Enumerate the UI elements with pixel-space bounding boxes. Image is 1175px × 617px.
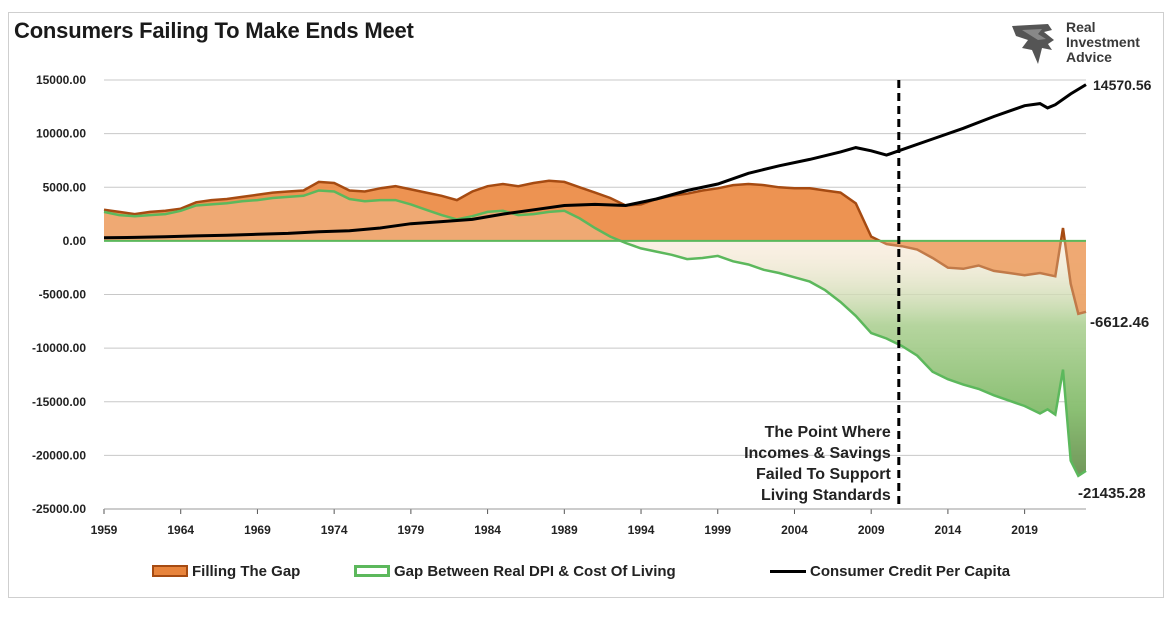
end-label-credit: 14570.56 [1093, 77, 1152, 93]
legend-label-gap: Gap Between Real DPI & Cost Of Living [394, 562, 676, 580]
x-tick-label: 2009 [858, 523, 885, 537]
x-tick-label: 2014 [935, 523, 962, 537]
filling-area [104, 180, 1086, 314]
legend-swatch-green [354, 565, 390, 577]
event-text-line: Failed To Support [756, 466, 891, 483]
brand-logo-icon [1012, 24, 1054, 64]
legend-item-gap: Gap Between Real DPI & Cost Of Living [354, 560, 676, 582]
chart-title: Consumers Failing To Make Ends Meet [14, 18, 414, 43]
y-tick-label: 5000.00 [43, 180, 87, 194]
y-tick-label: 15000.00 [36, 73, 86, 87]
gap-outline [103, 189, 1087, 478]
x-tick-label: 1989 [551, 523, 578, 537]
legend-label-credit: Consumer Credit Per Capita [810, 562, 1011, 580]
legend-item-filling: Filling The Gap [152, 560, 300, 582]
x-tick-label: 2004 [781, 523, 808, 537]
y-tick-label: -5000.00 [39, 288, 87, 302]
credit-line [103, 83, 1087, 240]
legend-swatch-orange [152, 565, 188, 577]
gap-area [104, 190, 1086, 476]
x-tick-label: 2019 [1011, 523, 1038, 537]
legend-item-credit: Consumer Credit Per Capita [770, 560, 1010, 582]
end-label-filling: -6612.46 [1090, 314, 1149, 331]
event-text-line: Incomes & Savings [744, 445, 891, 462]
gap-overlay [104, 190, 1086, 476]
brand-line-1: Real [1066, 19, 1096, 35]
y-tick-label: 10000.00 [36, 127, 86, 141]
event-annotation: The Point Where Incomes & Savings Failed T… [744, 424, 891, 504]
y-axis-ticks: 15000.00 10000.00 5000.00 0.00 -5000.00 -1000… [32, 73, 86, 516]
y-tick-label: -20000.00 [32, 448, 86, 462]
x-tick-label: 1999 [704, 523, 731, 537]
legend-label-filling: Filling The Gap [192, 562, 301, 580]
line-series [103, 83, 1087, 240]
filling-outline [103, 179, 1087, 316]
x-tick-label: 1974 [321, 523, 348, 537]
x-tick-label: 1959 [91, 523, 118, 537]
x-tick-label: 1994 [628, 523, 655, 537]
x-tick-label: 1979 [398, 523, 425, 537]
legend-swatch-black [770, 569, 806, 573]
brand-line-3: Advice [1066, 49, 1112, 65]
brand-line-2: Investment [1066, 34, 1140, 50]
y-tick-label: -10000.00 [32, 341, 86, 355]
area-series [103, 179, 1087, 478]
event-text-line: The Point Where [765, 424, 891, 441]
y-tick-label: -25000.00 [32, 502, 86, 516]
y-tick-label: 0.00 [63, 234, 87, 248]
x-tick-label: 1964 [167, 523, 194, 537]
x-tick-label: 1969 [244, 523, 271, 537]
x-tick-label: 1984 [474, 523, 501, 537]
brand-text: Real Investment Advice [1066, 20, 1140, 65]
end-label-gap: -21435.28 [1078, 485, 1146, 502]
event-text-line: Living Standards [761, 487, 891, 504]
y-tick-label: -15000.00 [32, 395, 86, 409]
x-axis-ticks: 1959 1964 1969 1974 1979 1984 1989 1994 1999 2004… [91, 508, 1086, 537]
